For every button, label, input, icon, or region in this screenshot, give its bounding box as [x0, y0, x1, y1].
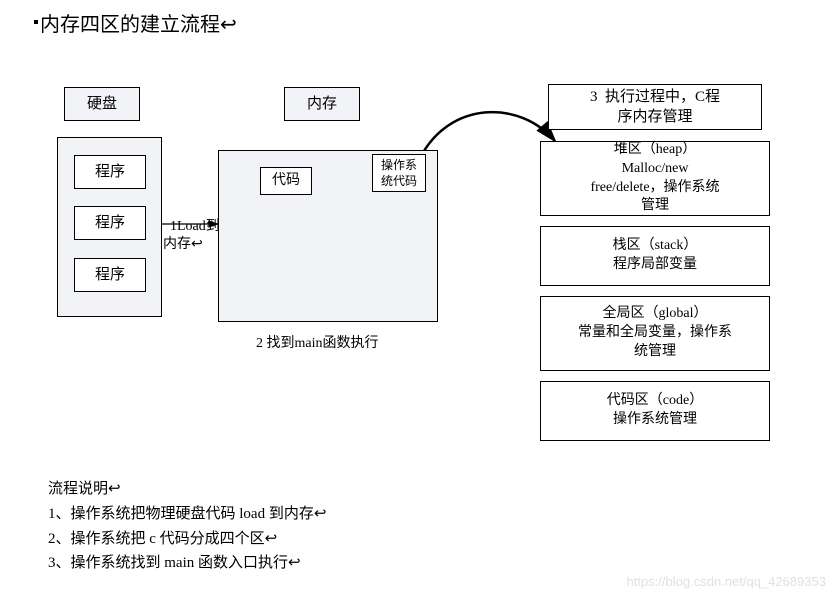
load-label: 1Load到 内存↩: [163, 200, 221, 255]
disk-item-2: 程序: [74, 258, 146, 292]
notes-heading: 流程说明↩: [48, 477, 326, 502]
disk-label: 硬盘: [87, 94, 117, 114]
region-stack: 栈区（stack） 程序局部变量: [540, 226, 770, 286]
disk-item-label: 程序: [95, 213, 125, 233]
region-line: 栈区（stack）: [613, 237, 698, 256]
region-line: 管理: [641, 197, 669, 216]
region-line: 统管理: [634, 343, 676, 362]
notes-line: 2、操作系统把 c 代码分成四个区↩: [48, 527, 326, 552]
notes-block: 流程说明↩ 1、操作系统把物理硬盘代码 load 到内存↩ 2、操作系统把 c …: [48, 477, 326, 576]
main-label: 2 找到main函数执行: [256, 335, 379, 353]
region-line: Malloc/new: [622, 160, 689, 179]
memory-code-box: 代码: [260, 167, 312, 195]
region-line: 堆区（heap）: [614, 141, 696, 160]
notes-line: 3、操作系统找到 main 函数入口执行↩: [48, 551, 326, 576]
region-global: 全局区（global） 常量和全局变量，操作系 统管理: [540, 296, 770, 371]
region-line: 常量和全局变量，操作系: [578, 324, 732, 343]
disk-item-0: 程序: [74, 155, 146, 189]
exec-label-box: 3 执行过程中，C程 序内存管理: [548, 84, 762, 130]
memory-os-label: 操作系 统代码: [381, 157, 417, 189]
region-line: 程序局部变量: [613, 256, 697, 275]
notes-line: 1、操作系统把物理硬盘代码 load 到内存↩: [48, 502, 326, 527]
disk-item-label: 程序: [95, 265, 125, 285]
disk-item-1: 程序: [74, 206, 146, 240]
disk-label-box: 硬盘: [64, 87, 140, 121]
memory-os-box: 操作系 统代码: [372, 154, 426, 192]
exec-label: 3 执行过程中，C程 序内存管理: [590, 87, 720, 128]
disk-item-label: 程序: [95, 162, 125, 182]
region-line: 全局区（global）: [603, 305, 708, 324]
memory-label: 内存: [307, 94, 337, 114]
region-heap: 堆区（heap） Malloc/new free/delete，操作系统 管理: [540, 141, 770, 216]
region-code: 代码区（code） 操作系统管理: [540, 381, 770, 441]
region-line: 操作系统管理: [613, 411, 697, 430]
memory-code-label: 代码: [272, 172, 300, 191]
region-line: free/delete，操作系统: [590, 179, 719, 198]
watermark: https://blog.csdn.net/qq_42689353: [627, 574, 827, 589]
region-line: 代码区（code）: [607, 392, 703, 411]
memory-label-box: 内存: [284, 87, 360, 121]
